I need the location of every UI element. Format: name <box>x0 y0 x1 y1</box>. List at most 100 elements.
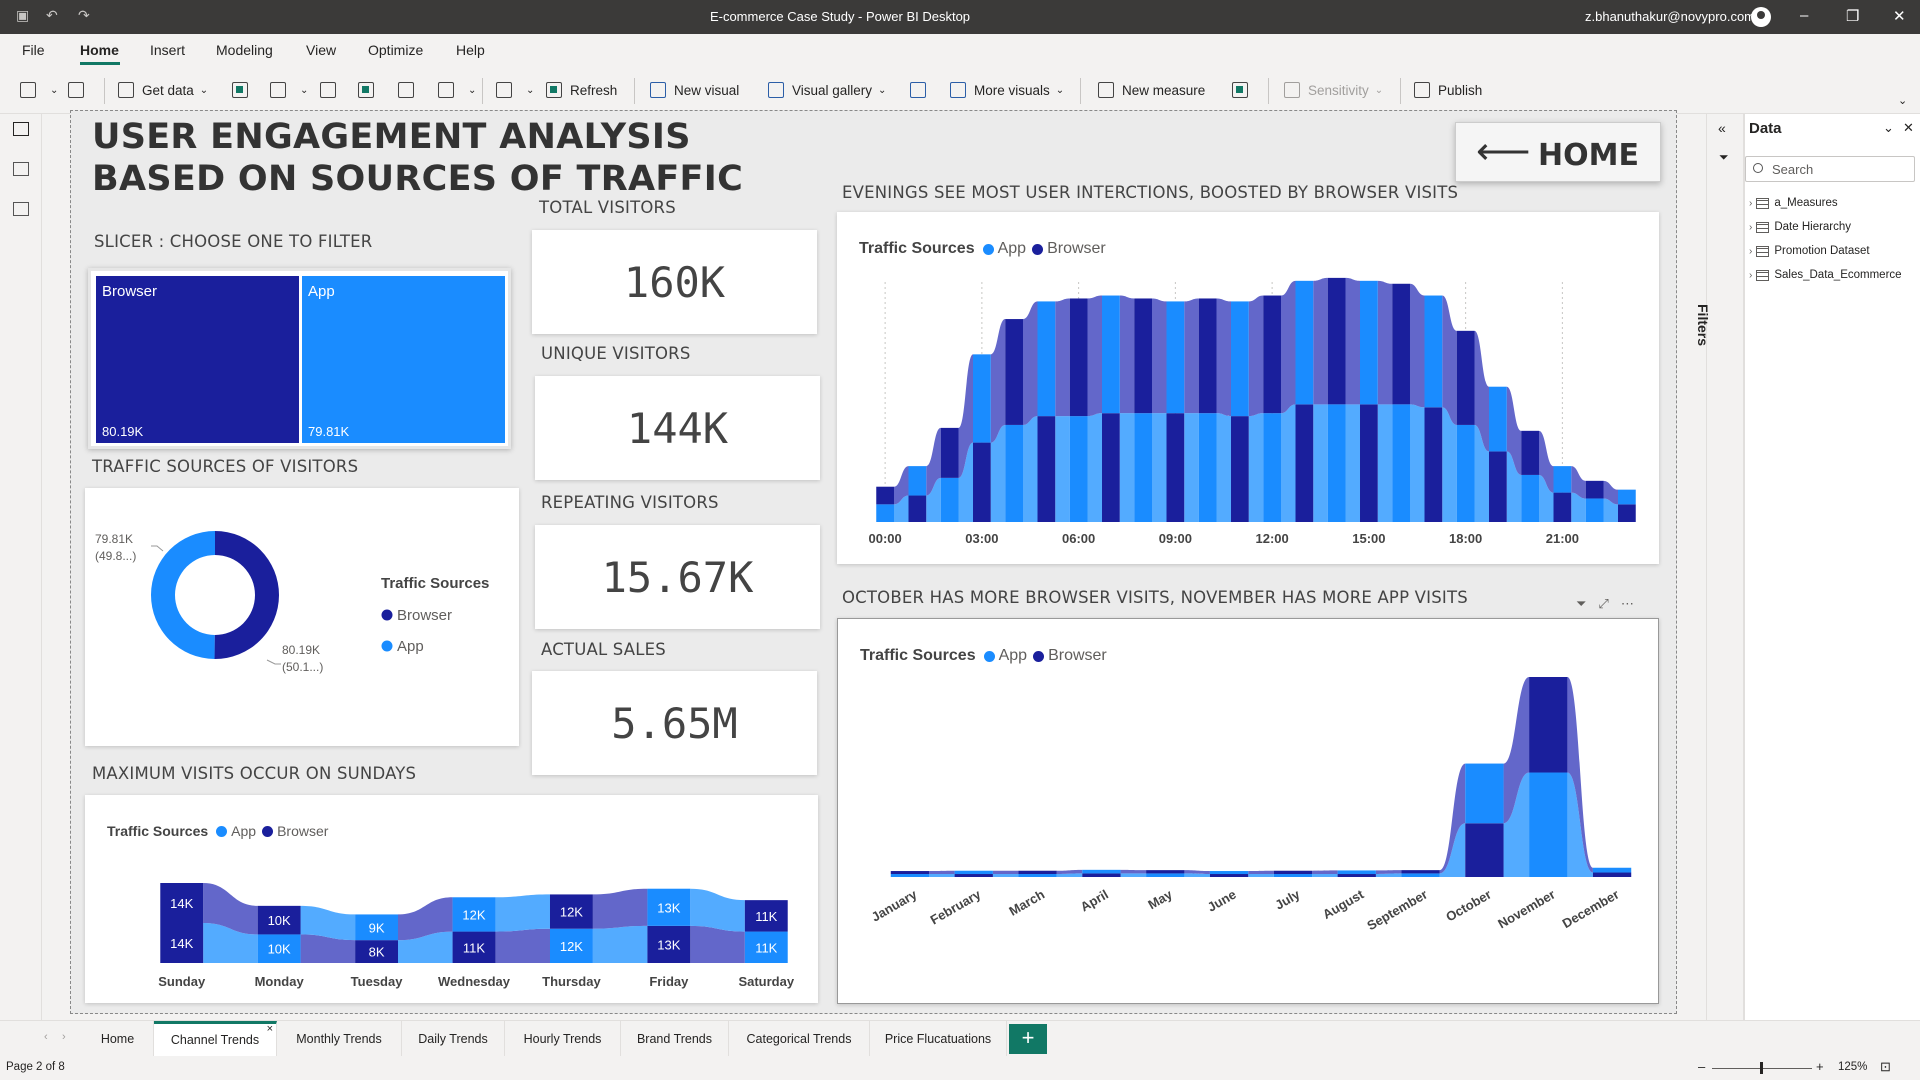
legend-item-app[interactable]: App <box>983 647 1027 665</box>
tab-hourly-trends[interactable]: Hourly Trends <box>505 1021 621 1057</box>
tab-brand-trends[interactable]: Brand Trends <box>621 1021 729 1057</box>
report-view-icon[interactable] <box>13 122 29 136</box>
restore-icon[interactable]: ❐ <box>1846 8 1860 25</box>
legend-item-browser[interactable]: Browser <box>1032 240 1106 258</box>
fit-to-page-icon[interactable]: ⊡ <box>1880 1059 1891 1074</box>
tab-channel-trends[interactable]: Channel Trends × <box>154 1021 277 1057</box>
focus-mode-icon[interactable]: ⤢ <box>1598 596 1609 611</box>
expand-pane-icon[interactable]: « <box>1718 120 1726 136</box>
ribbon-bar-app <box>1082 873 1121 877</box>
hourly-chart-card[interactable]: Traffic Sources App Browser 00:00 03:00 06… <box>837 212 1659 564</box>
tab-home[interactable]: Home <box>82 1021 154 1057</box>
donut-chart-card[interactable]: 80.19K (50.1...) 79.81K (49.8...) Traffic So… <box>85 488 519 746</box>
menu-insert[interactable]: Insert <box>150 42 186 58</box>
ribbon-bar-browser <box>1456 330 1475 425</box>
menu-file[interactable]: File <box>22 42 45 58</box>
more-visuals-button[interactable]: More visuals ⌄ <box>950 79 1064 101</box>
refresh-button[interactable]: Refresh <box>546 79 617 101</box>
quick-measure-button[interactable] <box>1232 79 1256 101</box>
menu-home[interactable]: Home <box>80 42 119 58</box>
field-table-item[interactable]: › Date Hierarchy <box>1749 221 1851 233</box>
new-visual-label: New visual <box>674 82 740 98</box>
filters-pane-collapsed[interactable]: « ⏷ Filters <box>1695 114 1744 1020</box>
kpi-actual-sales-value: 5.65M <box>611 699 738 748</box>
user-account[interactable]: z.bhanuthakur@novypro.com <box>1585 9 1756 24</box>
monthly-ribbon-chart[interactable]: January February March April May June July Augu… <box>838 619 1660 1005</box>
text-box-button[interactable] <box>910 79 934 101</box>
ribbon-bar-app <box>1295 404 1314 522</box>
menu-modeling[interactable]: Modeling <box>216 42 273 58</box>
get-data-button[interactable]: Get data ⌄ <box>118 79 208 101</box>
new-measure-button[interactable]: New measure <box>1098 79 1205 101</box>
weekday-chart-card[interactable]: Traffic Sources App Browser 14K 14K 10K 10K… <box>85 795 818 1003</box>
close-pane-icon[interactable]: ✕ <box>1903 120 1914 135</box>
visual-gallery-button[interactable]: Visual gallery ⌄ <box>768 79 886 101</box>
x-tick-label: 00:00 <box>869 531 902 546</box>
tab-scroll-right-icon[interactable]: › <box>62 1031 66 1043</box>
dataverse-button[interactable] <box>398 79 422 101</box>
slicer-tile-browser[interactable]: Browser 80.19K <box>96 276 299 443</box>
legend-item-app[interactable]: App <box>216 823 256 839</box>
undo-icon[interactable]: ↶ <box>46 7 58 23</box>
add-page-button[interactable]: + <box>1009 1024 1047 1054</box>
tab-categorical-trends[interactable]: Categorical Trends <box>729 1021 870 1057</box>
hourly-ribbon-chart[interactable]: 00:00 03:00 06:00 09:00 12:00 15:00 18:00 21:00 <box>837 212 1659 564</box>
ribbon-bar-app <box>1337 874 1376 877</box>
new-visual-button[interactable]: New visual <box>650 79 739 101</box>
zoom-slider-thumb[interactable] <box>1760 1062 1763 1074</box>
legend-item-browser[interactable]: Browser <box>1033 647 1107 665</box>
filters-label[interactable]: Filters <box>1695 304 1711 347</box>
tab-price-flucatuations[interactable]: Price Flucatuations <box>870 1021 1007 1057</box>
menu-optimize[interactable]: Optimize <box>368 42 424 58</box>
monthly-chart-card[interactable]: Traffic Sources App Browser January Febru… <box>837 618 1659 1004</box>
user-avatar-icon[interactable] <box>1751 7 1771 27</box>
home-navigation-button[interactable]: ⟵ HOME <box>1455 122 1661 182</box>
paste-button[interactable]: ⌄ <box>20 79 58 101</box>
field-table-item[interactable]: › a_Measures <box>1749 197 1838 209</box>
collapse-pane-icon[interactable]: ⌄ <box>1883 120 1894 135</box>
donut-chart[interactable]: 80.19K (50.1...) 79.81K (49.8...) Traffic So… <box>85 488 519 746</box>
enter-data-button[interactable] <box>358 79 382 101</box>
x-tick-label: August <box>1320 886 1367 922</box>
dataflow-button[interactable] <box>320 79 344 101</box>
menu-help[interactable]: Help <box>456 42 485 58</box>
field-table-item[interactable]: › Promotion Dataset <box>1749 245 1870 257</box>
weekday-ribbon-chart[interactable]: 14K 14K 10K 10K 8K 9K 11K 12K 12K 12K 13K 13K 11K 11K… <box>85 795 818 1003</box>
slicer-tile-app[interactable]: App 79.81K <box>302 276 505 443</box>
page-tab-bar: ‹ › Home Channel Trends × Monthly Trends … <box>0 1020 1920 1057</box>
ribbon-band-browser <box>1538 430 1554 493</box>
minimize-icon[interactable]: – <box>1800 7 1809 24</box>
tab-monthly-trends[interactable]: Monthly Trends <box>277 1021 402 1057</box>
legend-item-browser[interactable]: Browser <box>262 823 328 839</box>
close-tab-icon[interactable]: × <box>266 1023 273 1035</box>
recent-sources-button[interactable]: ⌄ <box>438 79 476 101</box>
kpi-unique-visitors-card[interactable]: 144K <box>535 376 820 480</box>
kpi-repeating-visitors-card[interactable]: 15.67K <box>535 525 820 629</box>
onelake-button[interactable]: ⌄ <box>270 79 308 101</box>
model-view-icon[interactable] <box>13 202 29 216</box>
tab-scroll-left-icon[interactable]: ‹ <box>44 1031 48 1043</box>
legend-item-app[interactable]: App <box>982 240 1026 258</box>
kpi-actual-sales-card[interactable]: 5.65M <box>532 671 817 775</box>
save-icon[interactable]: ▣ <box>16 7 30 23</box>
filter-icon[interactable]: ⏷ <box>1576 596 1587 611</box>
table-view-icon[interactable] <box>13 162 29 176</box>
menu-view[interactable]: View <box>306 42 337 58</box>
transform-data-button[interactable]: ⌄ <box>496 79 534 101</box>
format-painter-button[interactable] <box>68 79 92 101</box>
field-table-item[interactable]: › Sales_Data_Ecommerce <box>1749 269 1902 281</box>
tab-daily-trends[interactable]: Daily Trends <box>402 1021 505 1057</box>
data-search-input[interactable]: Search <box>1745 156 1915 182</box>
collapse-ribbon-icon[interactable]: ⌄ <box>1898 95 1908 107</box>
excel-button[interactable] <box>232 79 256 101</box>
zoom-in-icon[interactable]: + <box>1816 1059 1824 1074</box>
publish-button[interactable]: Publish <box>1414 79 1482 101</box>
close-icon[interactable]: ✕ <box>1893 8 1906 25</box>
ribbon-band-app <box>690 888 745 932</box>
more-options-icon[interactable]: ⋯ <box>1620 596 1634 611</box>
zoom-out-icon[interactable]: – <box>1698 1059 1706 1074</box>
redo-icon[interactable]: ↷ <box>78 7 90 23</box>
x-tick-label: 09:00 <box>1159 531 1192 546</box>
kpi-total-visitors-card[interactable]: 160K <box>532 230 817 334</box>
ribbon-bar-app <box>1134 413 1152 522</box>
